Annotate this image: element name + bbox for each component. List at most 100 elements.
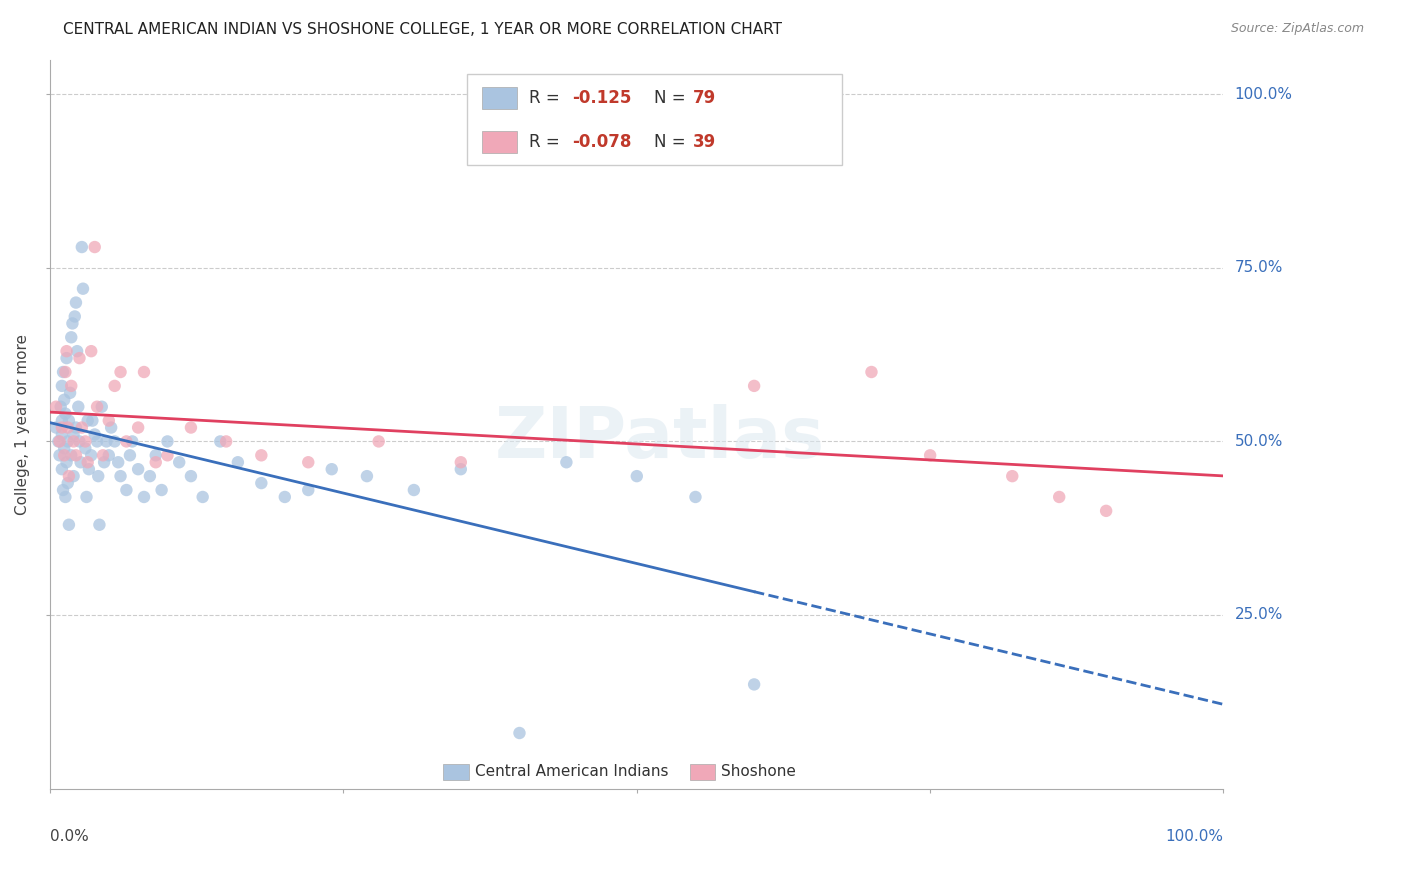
Text: R =: R = bbox=[529, 133, 560, 151]
Point bbox=[67, 400, 90, 414]
Point bbox=[82, 414, 104, 428]
Point bbox=[52, 483, 75, 497]
Point bbox=[297, 483, 319, 497]
Point bbox=[450, 455, 472, 469]
Text: Source: ZipAtlas.com: Source: ZipAtlas.com bbox=[1230, 22, 1364, 36]
Point bbox=[356, 469, 378, 483]
Point bbox=[48, 448, 70, 462]
Text: 39: 39 bbox=[693, 133, 717, 151]
Text: 100.0%: 100.0% bbox=[1234, 87, 1292, 102]
Point bbox=[60, 330, 83, 344]
Point bbox=[742, 677, 765, 691]
Point bbox=[60, 379, 83, 393]
Point bbox=[97, 448, 120, 462]
Point bbox=[55, 351, 77, 365]
FancyBboxPatch shape bbox=[482, 87, 517, 109]
Point bbox=[45, 420, 67, 434]
Point bbox=[274, 490, 297, 504]
Point bbox=[1001, 469, 1024, 483]
Point bbox=[69, 455, 91, 469]
Point bbox=[58, 414, 80, 428]
Point bbox=[80, 448, 103, 462]
FancyBboxPatch shape bbox=[467, 74, 842, 165]
Point bbox=[367, 434, 389, 449]
Point bbox=[145, 448, 167, 462]
Point bbox=[402, 483, 425, 497]
Text: R =: R = bbox=[529, 89, 560, 107]
Point bbox=[93, 455, 115, 469]
Point bbox=[56, 476, 79, 491]
Point bbox=[62, 427, 84, 442]
Point bbox=[87, 469, 110, 483]
Point bbox=[83, 240, 105, 254]
Point bbox=[145, 455, 167, 469]
Point bbox=[56, 420, 79, 434]
Text: Shoshone: Shoshone bbox=[721, 764, 796, 780]
Point bbox=[226, 455, 249, 469]
Point bbox=[51, 462, 73, 476]
Point bbox=[107, 455, 129, 469]
Point bbox=[555, 455, 578, 469]
Point bbox=[121, 434, 143, 449]
Point bbox=[118, 448, 141, 462]
Point bbox=[55, 344, 77, 359]
Point bbox=[215, 434, 238, 449]
Point bbox=[1047, 490, 1070, 504]
Point bbox=[209, 434, 232, 449]
Point bbox=[139, 469, 162, 483]
Point bbox=[96, 434, 118, 449]
Point bbox=[52, 365, 75, 379]
Point bbox=[104, 379, 127, 393]
Point bbox=[250, 448, 273, 462]
Point bbox=[53, 442, 76, 456]
Point bbox=[115, 434, 138, 449]
Point bbox=[450, 462, 472, 476]
Point bbox=[58, 469, 80, 483]
Text: 50.0%: 50.0% bbox=[1234, 434, 1282, 449]
Point bbox=[297, 455, 319, 469]
Point bbox=[132, 490, 155, 504]
Text: ZIPatlas: ZIPatlas bbox=[495, 404, 825, 473]
Point bbox=[51, 420, 73, 434]
Point bbox=[63, 310, 86, 324]
Point bbox=[127, 420, 149, 434]
Point bbox=[70, 420, 93, 434]
FancyBboxPatch shape bbox=[689, 764, 716, 780]
Point bbox=[321, 462, 343, 476]
Point bbox=[250, 476, 273, 491]
Point bbox=[97, 414, 120, 428]
Point bbox=[65, 420, 87, 434]
Point bbox=[65, 295, 87, 310]
Point bbox=[77, 462, 100, 476]
Point bbox=[80, 344, 103, 359]
Point bbox=[1095, 504, 1118, 518]
Text: N =: N = bbox=[654, 89, 686, 107]
Point bbox=[685, 490, 707, 504]
Point bbox=[70, 240, 93, 254]
Point bbox=[55, 407, 77, 421]
FancyBboxPatch shape bbox=[443, 764, 470, 780]
Point bbox=[76, 490, 98, 504]
Point bbox=[89, 517, 111, 532]
Point bbox=[49, 400, 72, 414]
Point bbox=[62, 317, 84, 331]
Point bbox=[100, 420, 122, 434]
Point bbox=[55, 365, 77, 379]
Text: 75.0%: 75.0% bbox=[1234, 260, 1282, 276]
Point bbox=[60, 448, 83, 462]
Text: -0.125: -0.125 bbox=[572, 89, 631, 107]
Point bbox=[66, 344, 89, 359]
Text: CENTRAL AMERICAN INDIAN VS SHOSHONE COLLEGE, 1 YEAR OR MORE CORRELATION CHART: CENTRAL AMERICAN INDIAN VS SHOSHONE COLL… bbox=[63, 22, 782, 37]
FancyBboxPatch shape bbox=[482, 131, 517, 153]
Point bbox=[110, 469, 132, 483]
Point bbox=[167, 455, 190, 469]
Point bbox=[86, 400, 108, 414]
Point bbox=[48, 434, 70, 449]
Y-axis label: College, 1 year or more: College, 1 year or more bbox=[15, 334, 30, 515]
Point bbox=[72, 282, 94, 296]
Point bbox=[56, 434, 79, 449]
Point bbox=[75, 442, 97, 456]
Text: 0.0%: 0.0% bbox=[51, 829, 89, 844]
Point bbox=[86, 434, 108, 449]
Point bbox=[76, 414, 98, 428]
